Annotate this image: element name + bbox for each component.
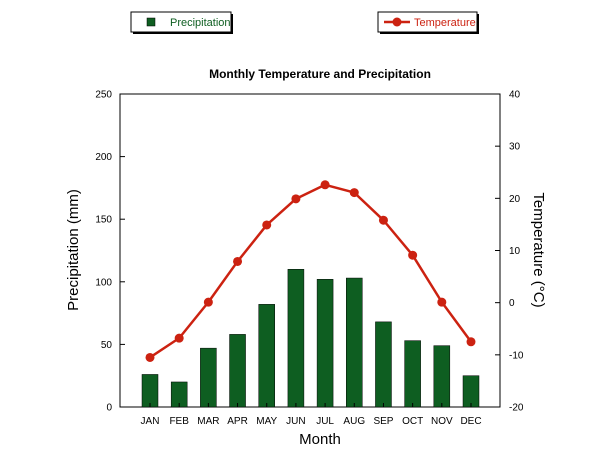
y-right-tick-label: 10 [509,246,521,257]
y-left-tick-label: 0 [106,403,112,414]
y-right-tick-label: 0 [509,298,515,309]
y-right-axis-title: Temperature (°C) [530,192,547,307]
precipitation-bar-nov [433,345,451,408]
x-axis-title: Month [299,431,341,448]
temperature-point-jun [291,194,301,204]
temperature-line [149,183,473,359]
precipitation-bar-aug [346,277,363,408]
temperature-point-apr [233,256,243,266]
precipitation-bar-jul [316,279,334,408]
y-left-tick-label: 100 [95,277,112,288]
legend-precipitation: Precipitation [130,11,233,34]
legend-temperature-marker [392,17,402,27]
temperature-point-oct [408,250,418,260]
temperature-point-nov [437,297,447,307]
legend-precipitation-swatch [146,17,156,27]
x-tick-label: DEC [460,416,481,427]
x-tick-label: APR [227,416,248,427]
precipitation-bars [141,269,480,408]
legend-precipitation-label: Precipitation [170,17,231,29]
y-right-tick-label: -20 [509,403,524,414]
x-tick-label: AUG [343,416,365,427]
temperature-point-aug [349,188,359,198]
y-right-tick-label: 30 [509,142,521,153]
right-axis-ticks: -20 -10 0 10 20 30 40 [495,90,524,414]
x-tick-label: MAR [197,416,219,427]
temperature-point-feb [174,333,184,343]
y-right-tick-label: 40 [509,90,521,101]
x-tick-label: JAN [141,416,160,427]
x-tick-label: FEB [169,416,189,427]
legend-temperature: Temperature [377,11,479,34]
x-axis-ticks: JAN FEB MAR APR MAY JUN JUL AUG SEP OCT NOV DEC [141,403,482,427]
precipitation-bar-jun [287,269,305,408]
legend-temperature-label: Temperature [414,17,476,29]
left-axis-ticks: 0 50 100 150 200 250 [95,90,125,414]
legend-precipitation-box [130,11,232,33]
temperature-point-mar [203,297,213,307]
precipitation-bar-jan [141,374,159,408]
y-left-axis-title: Precipitation (mm) [65,189,82,311]
y-left-tick-label: 150 [95,215,112,226]
temperature-point-jul [320,180,330,190]
x-tick-label: NOV [431,416,453,427]
precipitation-bar-dec [462,375,480,408]
x-tick-label: JUL [316,416,334,427]
precipitation-bar-sep [375,321,392,408]
x-tick-label: JUN [286,416,305,427]
temperature-point-sep [378,215,388,225]
x-tick-label: MAY [256,416,277,427]
precipitation-bar-may [258,304,275,408]
x-tick-label: SEP [373,416,393,427]
x-tick-label: OCT [402,416,423,427]
y-right-tick-label: -10 [509,350,524,361]
precipitation-bar-oct [404,340,421,408]
precipitation-bar-mar [200,347,217,408]
temperature-point-may [262,220,272,230]
legend-temperature-box [377,11,478,33]
chart-title: Monthly Temperature and Precipitation [209,67,431,81]
y-left-tick-label: 250 [95,90,112,101]
precipitation-bar-apr [229,334,246,408]
temperature-line-group [145,180,476,362]
temperature-point-dec [466,337,476,347]
y-right-tick-label: 20 [509,194,521,205]
temperature-point-jan [145,352,155,362]
y-left-tick-label: 50 [101,340,113,351]
y-left-tick-label: 200 [95,152,112,163]
